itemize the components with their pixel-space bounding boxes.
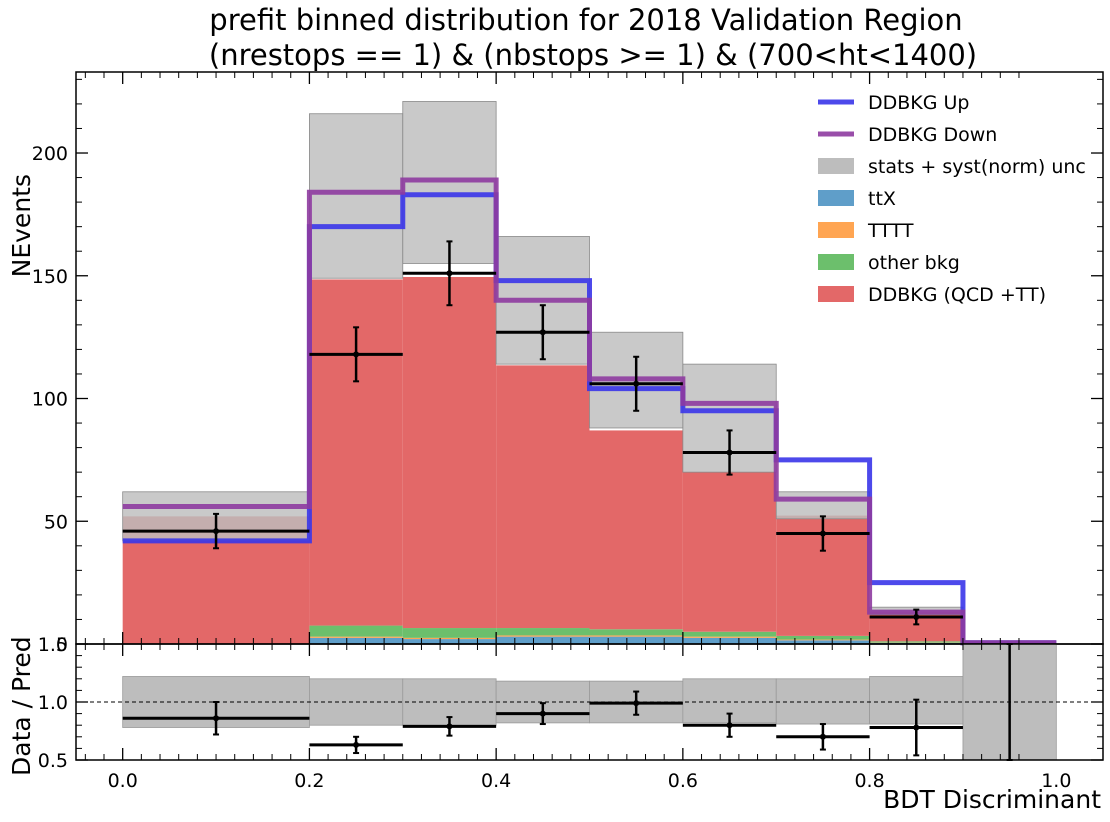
legend-entry-ttx: ttX	[818, 188, 896, 210]
legend-swatch	[818, 158, 854, 174]
bar-other-bkg-bin-5	[682, 631, 777, 637]
bar-ttx-bin-1	[309, 637, 403, 644]
y-tick-label-zero: 0	[56, 634, 68, 656]
ratio-point-bin-4	[589, 690, 683, 716]
bar-ddbkg-qcd-tt-bin-4	[589, 430, 683, 630]
legend-label: other bkg	[868, 252, 960, 274]
bar-ddbkg-qcd-tt-bin-5	[682, 472, 777, 632]
data-point-bin-0	[122, 512, 310, 550]
x-tick-label: 1.0	[1041, 770, 1071, 792]
y-tick-label: 200	[32, 143, 68, 165]
data-point-bin-5	[682, 429, 777, 476]
legend-label: stats + syst(norm) unc	[868, 156, 1086, 178]
legend-swatch	[818, 222, 854, 238]
ratio-y-axis-label: Data / Pred	[7, 636, 36, 776]
legend-swatch	[818, 286, 854, 302]
ratio-point-bin-0	[122, 701, 310, 736]
ratio-point-bin-6	[776, 723, 870, 751]
ratio-tick-label: 1.0	[38, 692, 68, 714]
bar-ddbkg-qcd-tt-bin-2	[402, 276, 497, 629]
ratio-point-bin-2	[402, 716, 497, 737]
data-point-bin-6	[776, 515, 870, 552]
data-point-bin-2	[402, 240, 497, 307]
bar-ttx-bin-3	[496, 636, 590, 644]
bar-ttx-bin-2	[402, 639, 497, 644]
bar-tttt-bin-3	[496, 635, 590, 637]
x-tick-label: 0.2	[294, 770, 324, 792]
legend-label: TTTT	[867, 220, 914, 242]
bar-other-bkg-bin-2	[402, 628, 497, 638]
y-axis-label: NEvents	[7, 174, 36, 277]
x-tick-label: 0.4	[481, 770, 511, 792]
y-tick-label: 150	[32, 266, 68, 288]
x-tick-label: 0.8	[854, 770, 884, 792]
ratio-point-bin-1	[309, 735, 403, 755]
bar-other-bkg-bin-7	[869, 641, 963, 643]
legend-entry-ddbkg-down: DDBKG Down	[818, 124, 997, 146]
data-point-bin-4	[589, 355, 683, 412]
bar-ttx-bin-5	[682, 637, 777, 644]
data-points	[122, 240, 963, 626]
y-tick-label: 50	[44, 511, 68, 533]
bar-other-bkg-bin-1	[309, 625, 403, 637]
x-axis-label: BDT Discriminant	[883, 785, 1101, 814]
legend-entry-ddbkg-up: DDBKG Up	[818, 92, 970, 114]
unc-band-bin-1	[309, 113, 404, 279]
legend-entry-stats-syst-norm-unc: stats + syst(norm) unc	[818, 156, 1086, 178]
y-tick-label: 100	[32, 389, 68, 411]
legend-label: DDBKG (QCD +TT)	[868, 284, 1046, 306]
ratio-point-bin-3	[496, 702, 590, 726]
bar-other-bkg-bin-6	[776, 635, 870, 640]
data-point-bin-1	[309, 326, 403, 383]
ratio-band-bin-6	[775, 678, 870, 725]
bar-tttt-bin-4	[589, 635, 683, 637]
bar-ddbkg-qcd-tt-bin-3	[496, 365, 590, 629]
bar-tttt-bin-1	[309, 636, 403, 638]
data-point-bin-3	[496, 304, 590, 361]
ratio-point-bin-5	[682, 712, 777, 738]
bar-ttx-bin-4	[589, 636, 683, 644]
bar-tttt-bin-6	[776, 639, 870, 641]
ratio-point-bin-7	[869, 698, 963, 757]
x-tick-label: 0.0	[108, 770, 138, 792]
ratio-tick-label: 0.5	[38, 750, 68, 772]
ratio-points	[122, 643, 1013, 761]
legend-label: ttX	[868, 188, 896, 210]
chart-subtitle: (nrestops == 1) & (nbstops >= 1) & (700<…	[209, 38, 977, 72]
data-point-bin-7	[869, 608, 963, 626]
legend-entry-other-bkg: other bkg	[818, 252, 960, 274]
x-tick-label: 0.6	[668, 770, 698, 792]
bar-ttx-bin-6	[776, 640, 870, 644]
legend: DDBKG Up DDBKG Down stats + syst(norm) unc…	[818, 92, 1086, 306]
ratio-tick-label: 1.5	[38, 634, 68, 656]
legend-label: DDBKG Up	[868, 92, 970, 114]
bar-tttt-bin-5	[682, 636, 777, 638]
bar-other-bkg-bin-3	[496, 628, 590, 636]
legend-entry-ddbkg-qcd-tt: DDBKG (QCD +TT)	[818, 284, 1046, 306]
chart-title: prefit binned distribution for 2018 Vali…	[209, 3, 962, 37]
legend-swatch	[818, 254, 854, 270]
main-plot: 50 100 150 200 0	[32, 71, 1104, 656]
unc-band-bin-6	[775, 491, 870, 520]
ratio-plot: 0.5 1.0 1.5 0.0 0.2 0.4 0.6 0.8 1.0	[38, 634, 1104, 792]
legend-entry-tttt: TTTT	[818, 220, 914, 242]
bar-other-bkg-bin-4	[589, 629, 683, 636]
bar-tttt-bin-2	[402, 637, 497, 640]
legend-label: DDBKG Down	[868, 124, 997, 146]
legend-swatch	[818, 190, 854, 206]
